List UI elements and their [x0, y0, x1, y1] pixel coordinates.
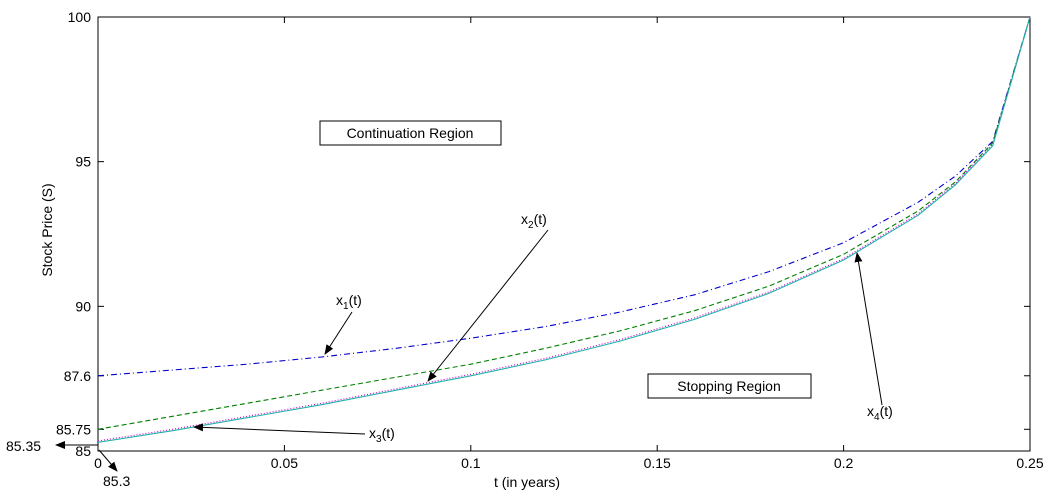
x-axis-label: t (in years) — [494, 474, 560, 490]
label-x1: x1(t) — [336, 292, 362, 312]
plot-frame — [97, 16, 1031, 452]
y-axis-label: Stock Price (S) — [39, 183, 55, 276]
label-x2: x2(t) — [521, 211, 547, 231]
y-tick-label: 100 — [68, 9, 92, 25]
arrow-edge-bottom — [98, 449, 118, 472]
series-line-2 — [97, 16, 1031, 430]
series-line-1 — [97, 16, 1031, 377]
series-lines — [97, 16, 1031, 443]
y-tick-label: 85.75 — [56, 421, 91, 437]
arrow-x4 — [854, 252, 883, 406]
edge-label-bottom: 85.3 — [103, 473, 130, 489]
arrow-x1 — [324, 311, 353, 355]
x-tick-label: 0.05 — [271, 455, 298, 471]
y-tick-label: 85 — [75, 443, 91, 459]
continuation-region-box — [319, 120, 502, 146]
series-line-4 — [97, 16, 1031, 443]
x-tick-label: 0.15 — [644, 455, 671, 471]
y-tick-label: 95 — [75, 154, 91, 170]
stopping-region-label: Stopping Region — [677, 378, 781, 394]
continuation-region-label: Continuation Region — [347, 125, 474, 141]
x-tick-label: 0.2 — [834, 455, 854, 471]
x-tick-label: 0.25 — [1016, 455, 1043, 471]
edge-label-left: 85.35 — [6, 438, 41, 454]
label-x4: x4(t) — [867, 403, 893, 423]
arrow-x2 — [427, 229, 549, 382]
arrow-x3 — [193, 423, 366, 435]
y-tick-label: 90 — [75, 298, 91, 314]
axis-ticks: 0 0.05 0.1 0.15 0.2 0.25 85 95 100 90 87.6 85.75 — [56, 9, 1044, 471]
y-tick-label: 87.6 — [64, 368, 91, 384]
stopping-region-box — [647, 373, 812, 399]
label-x3: x3(t) — [369, 425, 395, 445]
x-tick-label: 0.1 — [461, 455, 481, 471]
x-tick-label: 0 — [94, 455, 102, 471]
series-line-3 — [97, 16, 1031, 442]
